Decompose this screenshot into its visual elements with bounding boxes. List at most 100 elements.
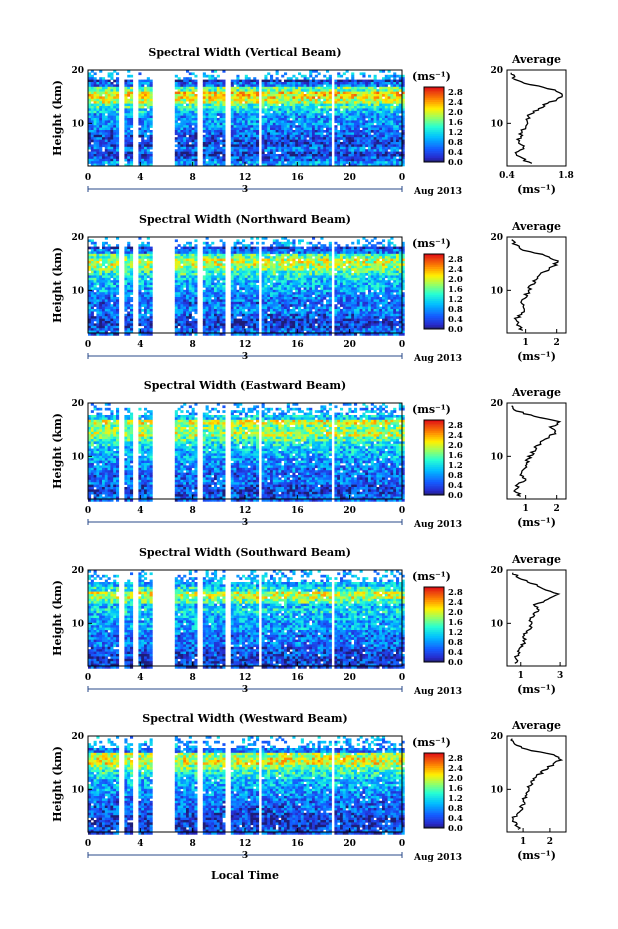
heatmap-cell <box>374 108 377 111</box>
heatmap-cell <box>250 92 253 95</box>
heatmap-cell <box>351 123 354 126</box>
heatmap-cell <box>399 77 402 80</box>
heatmap-cell <box>267 142 270 145</box>
heatmap-cell <box>343 94 346 97</box>
heatmap-cell <box>242 144 245 147</box>
heatmap-cell <box>234 99 237 102</box>
heatmap-cell <box>211 77 214 80</box>
heatmap-cell <box>96 297 99 300</box>
heatmap-cell <box>130 261 133 264</box>
heatmap-cell <box>175 84 178 87</box>
heatmap-cell <box>99 263 102 266</box>
heatmap-cell <box>105 132 108 135</box>
heatmap-cell <box>248 89 251 92</box>
heatmap-cell <box>250 94 253 97</box>
heatmap-cell <box>354 84 357 87</box>
heatmap-cell <box>393 142 396 145</box>
heatmap-cell <box>91 299 94 302</box>
heatmap-cell <box>312 111 315 114</box>
heatmap-cell <box>315 116 318 119</box>
heatmap-cell <box>138 116 141 119</box>
heatmap-cell <box>334 111 337 114</box>
heatmap-cell <box>222 118 225 121</box>
heatmap-cell <box>138 302 141 305</box>
heatmap-cell <box>262 130 265 133</box>
heatmap-cell <box>130 106 133 109</box>
heatmap-cell <box>116 273 119 276</box>
heatmap-cell <box>127 266 130 269</box>
heatmap-cell <box>396 149 399 152</box>
heatmap-cell <box>130 149 133 152</box>
heatmap-cell <box>192 106 195 109</box>
heatmap-cell <box>382 142 385 145</box>
heatmap-cell <box>337 99 340 102</box>
heatmap-cell <box>130 142 133 145</box>
heatmap-cell <box>108 316 111 319</box>
heatmap-cell <box>186 128 189 131</box>
heatmap-cell <box>267 113 270 116</box>
heatmap-cell <box>144 149 147 152</box>
heatmap-cell <box>390 125 393 128</box>
heatmap-cell <box>371 128 374 131</box>
heatmap-cell <box>220 99 223 102</box>
heatmap-cell <box>138 321 141 324</box>
heatmap-cell <box>393 116 396 119</box>
heatmap-cell <box>127 152 130 155</box>
heatmap-cell <box>186 130 189 133</box>
heatmap-cell <box>105 242 108 245</box>
heatmap-cell <box>365 123 368 126</box>
heatmap-cell <box>108 142 111 145</box>
heatmap-cell <box>334 101 337 104</box>
heatmap-cell <box>262 96 265 99</box>
heatmap-cell <box>194 80 197 83</box>
heatmap-cell <box>116 326 119 329</box>
heatmap-cell <box>211 125 214 128</box>
heatmap-cell <box>124 84 127 87</box>
heatmap-cell <box>194 82 197 85</box>
heatmap-cell <box>270 120 273 123</box>
heatmap-cell <box>354 149 357 152</box>
heatmap-cell <box>96 326 99 329</box>
heatmap-cell <box>108 268 111 271</box>
heatmap-cell <box>346 130 349 133</box>
heatmap-cell <box>99 290 102 293</box>
heatmap-cell <box>222 128 225 131</box>
heatmap-cell <box>250 161 253 164</box>
heatmap-cell <box>102 271 105 274</box>
heatmap-cell <box>124 261 127 264</box>
heatmap-cell <box>211 132 214 135</box>
heatmap-cell <box>256 111 259 114</box>
heatmap-cell <box>298 82 301 85</box>
heatmap-cell <box>351 111 354 114</box>
heatmap-cell <box>320 92 323 95</box>
heatmap-cell <box>99 323 102 326</box>
heatmap-cell <box>250 99 253 102</box>
heatmap-cell <box>306 159 309 162</box>
heatmap-cell <box>374 87 377 90</box>
heatmap-cell <box>346 135 349 138</box>
heatmap-cell <box>379 111 382 114</box>
colorbar-swatch <box>424 130 444 132</box>
heatmap-cell <box>144 96 147 99</box>
heatmap-cell <box>245 156 248 159</box>
heatmap-cell <box>360 140 363 143</box>
heatmap-cell <box>94 271 97 274</box>
heatmap-cell <box>208 80 211 83</box>
heatmap-cell <box>124 140 127 143</box>
heatmap-cell <box>354 154 357 157</box>
heatmap-cell <box>309 159 312 162</box>
heatmap-cell <box>399 123 402 126</box>
heatmap-cell <box>194 149 197 152</box>
heatmap-cell <box>301 142 304 145</box>
heatmap-cell <box>194 118 197 121</box>
heatmap-cell <box>222 87 225 90</box>
heatmap-cell <box>110 96 113 99</box>
heatmap-cell <box>102 328 105 331</box>
heatmap-cell <box>382 159 385 162</box>
heatmap-cell <box>348 89 351 92</box>
heatmap-cell <box>96 299 99 302</box>
heatmap-cell <box>113 297 116 300</box>
heatmap-cell <box>96 118 99 121</box>
heatmap-cell <box>382 120 385 123</box>
heatmap-cell <box>326 113 329 116</box>
